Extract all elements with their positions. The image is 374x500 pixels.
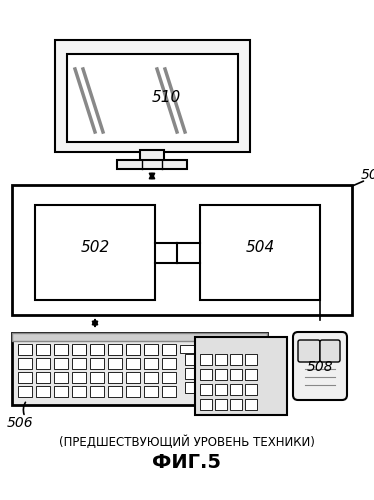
- Bar: [108, 386, 122, 397]
- Bar: [180, 345, 194, 353]
- Bar: [54, 358, 68, 369]
- Bar: [18, 372, 32, 383]
- Bar: [72, 372, 86, 383]
- FancyBboxPatch shape: [320, 340, 340, 362]
- Bar: [215, 382, 227, 393]
- Bar: [200, 205, 320, 300]
- Bar: [230, 369, 242, 380]
- Bar: [200, 399, 212, 410]
- Bar: [18, 358, 32, 369]
- Bar: [126, 372, 140, 383]
- Bar: [90, 386, 104, 397]
- Bar: [72, 386, 86, 397]
- Bar: [12, 333, 267, 405]
- Text: ФИГ.5: ФИГ.5: [153, 452, 221, 471]
- Bar: [144, 345, 158, 353]
- Bar: [198, 345, 212, 353]
- Bar: [12, 333, 267, 341]
- Bar: [90, 358, 104, 369]
- Bar: [126, 344, 140, 355]
- Bar: [245, 369, 257, 380]
- Bar: [108, 344, 122, 355]
- Bar: [162, 344, 176, 355]
- Bar: [234, 345, 248, 353]
- FancyBboxPatch shape: [293, 332, 347, 400]
- Bar: [72, 345, 86, 353]
- FancyBboxPatch shape: [298, 340, 320, 362]
- Text: 502: 502: [80, 240, 110, 255]
- Bar: [90, 344, 104, 355]
- Bar: [67, 54, 238, 142]
- Bar: [215, 354, 227, 365]
- Bar: [200, 382, 212, 393]
- Text: 506: 506: [7, 416, 33, 430]
- Text: 500: 500: [361, 168, 374, 182]
- Bar: [230, 384, 242, 395]
- Bar: [126, 358, 140, 369]
- Bar: [108, 372, 122, 383]
- Bar: [200, 369, 212, 380]
- Bar: [185, 354, 197, 365]
- Bar: [72, 358, 86, 369]
- Bar: [185, 382, 197, 393]
- Text: 510: 510: [151, 90, 181, 106]
- Bar: [200, 354, 212, 365]
- Bar: [18, 345, 32, 353]
- Bar: [54, 345, 68, 353]
- Bar: [215, 354, 227, 365]
- Bar: [215, 368, 227, 379]
- Bar: [215, 399, 227, 410]
- Bar: [200, 384, 212, 395]
- Bar: [36, 345, 50, 353]
- Bar: [230, 354, 242, 365]
- Bar: [54, 372, 68, 383]
- Bar: [162, 345, 176, 353]
- Bar: [18, 344, 32, 355]
- Bar: [185, 368, 197, 379]
- Bar: [36, 358, 50, 369]
- Bar: [144, 344, 158, 355]
- Bar: [216, 345, 230, 353]
- Bar: [144, 386, 158, 397]
- Bar: [162, 372, 176, 383]
- Bar: [195, 337, 287, 415]
- Bar: [245, 384, 257, 395]
- Bar: [230, 399, 242, 410]
- Bar: [140, 150, 164, 162]
- Bar: [108, 358, 122, 369]
- Bar: [54, 344, 68, 355]
- Bar: [36, 344, 50, 355]
- Bar: [117, 160, 187, 169]
- Bar: [126, 386, 140, 397]
- Bar: [162, 386, 176, 397]
- Text: (ПРЕДШЕСТВУЮЩИЙ УРОВЕНЬ ТЕХНИКИ): (ПРЕДШЕСТВУЮЩИЙ УРОВЕНЬ ТЕХНИКИ): [59, 435, 315, 449]
- Bar: [126, 345, 140, 353]
- Text: 504: 504: [245, 240, 275, 255]
- Bar: [144, 372, 158, 383]
- Bar: [200, 368, 212, 379]
- Bar: [54, 386, 68, 397]
- Bar: [35, 205, 155, 300]
- Bar: [245, 399, 257, 410]
- Bar: [90, 345, 104, 353]
- Bar: [55, 40, 250, 152]
- Bar: [162, 358, 176, 369]
- Bar: [215, 369, 227, 380]
- Text: 508: 508: [307, 360, 333, 374]
- Bar: [215, 384, 227, 395]
- Bar: [36, 386, 50, 397]
- Bar: [72, 344, 86, 355]
- Bar: [200, 354, 212, 365]
- Bar: [245, 354, 257, 365]
- Bar: [108, 345, 122, 353]
- Bar: [36, 372, 50, 383]
- Bar: [90, 372, 104, 383]
- Bar: [18, 386, 32, 397]
- Bar: [144, 358, 158, 369]
- Bar: [12, 185, 352, 315]
